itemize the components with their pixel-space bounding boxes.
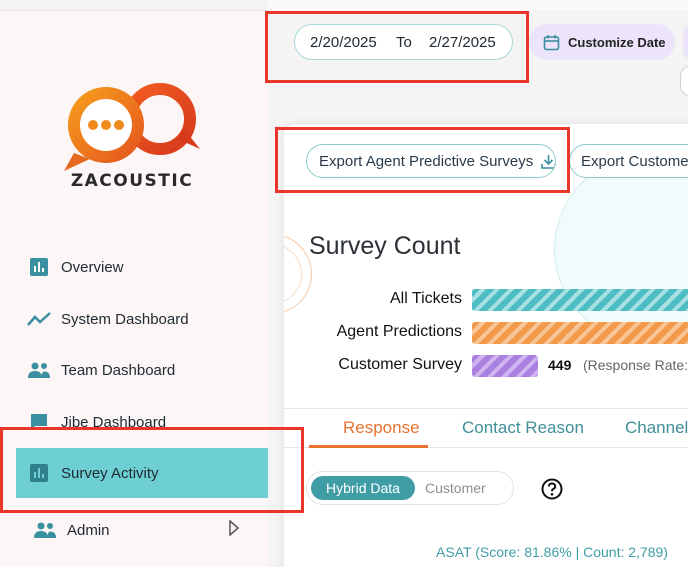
survey-row-all-tickets: All Tickets bbox=[284, 289, 688, 311]
help-icon[interactable] bbox=[541, 478, 563, 505]
zacoustic-logo bbox=[64, 83, 200, 171]
sidebar-item-label: Jibe Dashboard bbox=[61, 413, 167, 431]
scroll-indicator bbox=[680, 66, 688, 96]
top-strip bbox=[268, 0, 688, 10]
date-range-picker[interactable]: 2/20/2025 To 2/27/2025 bbox=[294, 24, 513, 60]
sidebar-item-label: Admin bbox=[67, 521, 110, 539]
date-from[interactable]: 2/20/2025 bbox=[310, 33, 377, 51]
export-customer-button[interactable]: Export Customer bbox=[569, 144, 688, 178]
sidebar-item-team-dashboard[interactable]: Team Dashboard bbox=[16, 345, 268, 395]
survey-row-agent-predictions: Agent Predictions bbox=[284, 322, 688, 344]
sidebar-item-label: Overview bbox=[61, 258, 124, 276]
chat-icon bbox=[26, 409, 52, 435]
sidebar-item-system-dashboard[interactable]: System Dashboard bbox=[16, 294, 268, 344]
agent-predictions-bar bbox=[472, 322, 688, 344]
bar-chart-icon bbox=[26, 460, 52, 486]
asat-summary: ASAT (Score: 81.86% | Count: 2,789) bbox=[436, 544, 668, 560]
export-customer-label: Export Customer bbox=[581, 152, 688, 170]
tab-channel[interactable]: Channel bbox=[625, 418, 688, 437]
sidebar-item-survey-activity[interactable]: Survey Activity bbox=[16, 448, 268, 498]
download-icon bbox=[541, 154, 555, 169]
toggle-hybrid-data[interactable]: Hybrid Data bbox=[311, 476, 415, 500]
date-to-label: To bbox=[396, 33, 412, 51]
tab-response[interactable]: Response bbox=[343, 418, 420, 437]
sidebar-item-label: Team Dashboard bbox=[61, 361, 176, 379]
row-label: Customer Survey bbox=[338, 356, 462, 373]
sidebar-item-label: Survey Activity bbox=[61, 464, 159, 482]
customize-date-label: Customize Date bbox=[568, 34, 666, 50]
sidebar-item-admin[interactable]: Admin bbox=[16, 505, 268, 555]
survey-count-title: Survey Count bbox=[309, 232, 461, 260]
survey-panel: Export Agent Predictive Surveys Export C… bbox=[284, 124, 688, 567]
export-agent-label: Export Agent Predictive Surveys bbox=[319, 152, 534, 170]
decorative-circle bbox=[554, 154, 688, 344]
trend-line-icon bbox=[26, 306, 52, 332]
all-tickets-bar bbox=[472, 289, 688, 311]
customer-survey-count: 449 bbox=[548, 357, 572, 373]
sidebar-item-label: System Dashboard bbox=[61, 310, 189, 328]
response-rate-note: (Response Rate: bbox=[583, 357, 688, 373]
analysis-tabs: Response Contact Reason Channel bbox=[284, 408, 688, 448]
toggle-customer[interactable]: Customer bbox=[425, 480, 486, 496]
bar-chart-icon bbox=[26, 254, 52, 280]
calendar-icon bbox=[543, 34, 560, 51]
tab-contact-reason[interactable]: Contact Reason bbox=[462, 418, 584, 437]
row-label: All Tickets bbox=[389, 290, 462, 307]
row-label: Agent Predictions bbox=[336, 323, 462, 340]
data-source-toggle[interactable]: Hybrid Data Customer bbox=[306, 471, 514, 505]
customize-date-button[interactable]: Customize Date bbox=[529, 24, 675, 60]
team-icon bbox=[26, 357, 52, 383]
brand-wordmark: ZACOUSTIC bbox=[70, 171, 194, 191]
export-agent-predictive-surveys-button[interactable]: Export Agent Predictive Surveys bbox=[306, 144, 556, 178]
customer-survey-bar bbox=[472, 355, 538, 377]
date-to[interactable]: 2/27/2025 bbox=[429, 33, 496, 51]
chevron-right-icon[interactable] bbox=[228, 519, 240, 541]
sidebar-item-jibe-dashboard[interactable]: Jibe Dashboard bbox=[16, 397, 268, 447]
team-icon bbox=[32, 517, 58, 543]
sidebar-item-overview[interactable]: Overview bbox=[16, 242, 268, 292]
next-filter-pill[interactable] bbox=[683, 24, 688, 60]
active-tab-indicator bbox=[309, 445, 428, 448]
survey-row-customer-survey: Customer Survey 449 (Response Rate: bbox=[284, 355, 688, 377]
